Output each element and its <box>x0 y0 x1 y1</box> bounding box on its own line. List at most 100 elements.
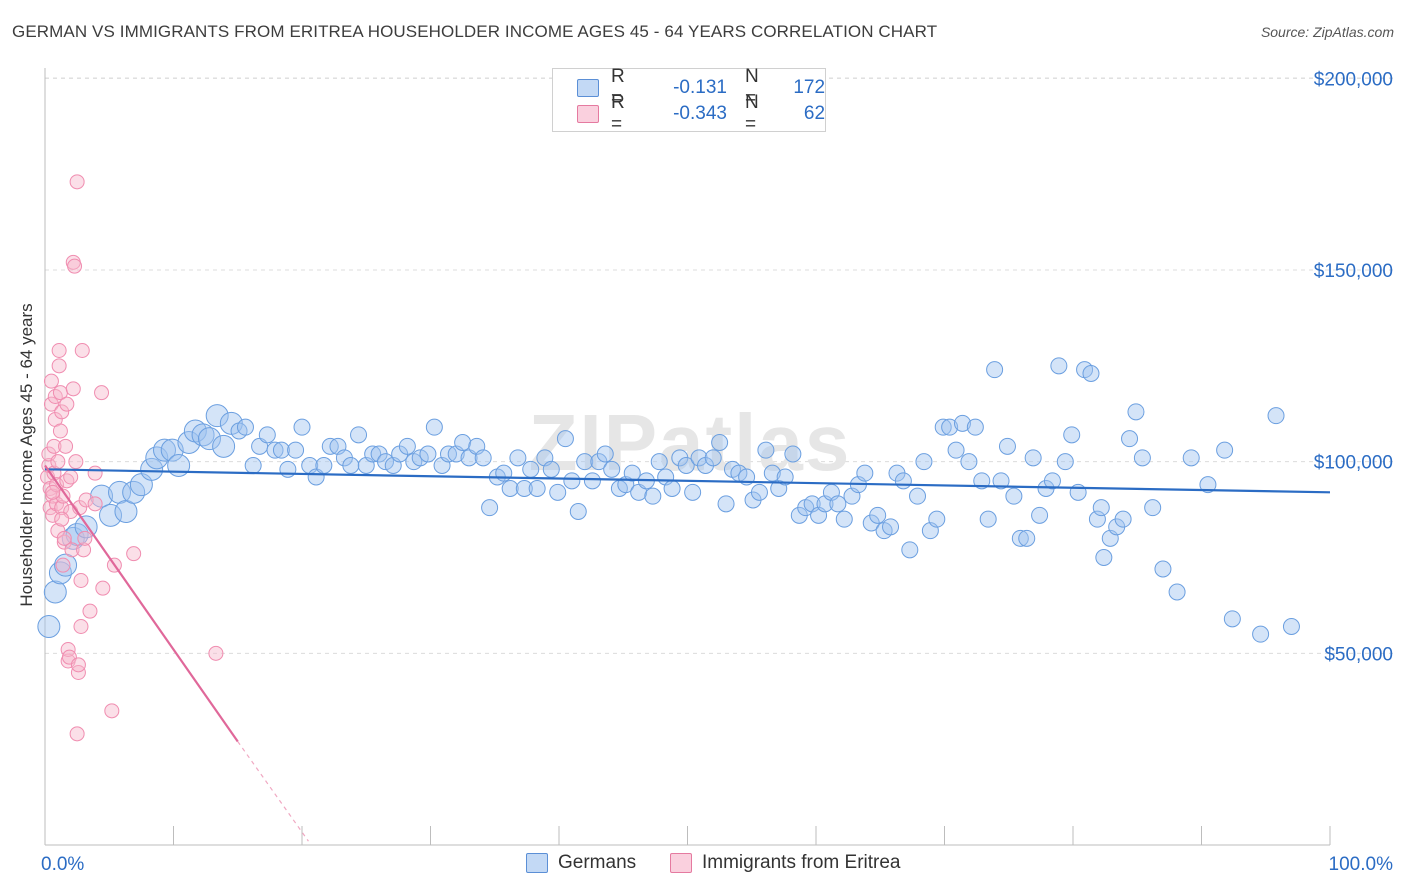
german-point <box>528 480 546 497</box>
eritrea-point <box>56 534 72 550</box>
german-point <box>966 418 984 436</box>
eritrea-point <box>69 174 85 190</box>
german-point <box>596 445 614 463</box>
german-point <box>495 464 513 482</box>
eritrea-point <box>43 373 59 389</box>
legend-n-value: 62 <box>803 103 826 124</box>
german-point <box>928 510 946 528</box>
eritrea-point <box>45 488 61 504</box>
german-point <box>869 506 887 524</box>
eritrea-point <box>59 396 75 412</box>
german-point <box>576 453 594 471</box>
german-point <box>272 441 290 459</box>
eritrea-point <box>47 389 63 404</box>
german-point <box>266 441 284 459</box>
eritrea-point <box>77 530 93 546</box>
german-point <box>1114 510 1132 528</box>
german-point <box>776 468 794 486</box>
german-point <box>1092 499 1110 517</box>
german-point <box>979 510 997 528</box>
german-point <box>556 430 574 448</box>
german-point <box>941 418 959 436</box>
eritrea-point <box>126 546 142 562</box>
german-point <box>197 427 221 451</box>
y-tick-labels: $50,000 $100,000 $150,000 $200,000 <box>1314 69 1393 665</box>
german-point <box>901 541 919 559</box>
german-point <box>1282 618 1300 635</box>
eritrea-point <box>51 358 67 374</box>
german-point <box>894 472 912 490</box>
german-point <box>258 426 276 444</box>
german-point <box>909 487 927 505</box>
legend-swatch-eritrea <box>670 853 692 873</box>
gridlines <box>45 77 1395 654</box>
german-point <box>474 449 492 467</box>
german-point <box>542 460 560 478</box>
german-point <box>1154 560 1172 578</box>
german-point <box>677 457 695 474</box>
eritrea-point <box>51 343 67 358</box>
x-tick-label-min: 0.0% <box>41 854 84 875</box>
eritrea-point <box>63 469 79 485</box>
german-point <box>644 487 662 505</box>
german-point <box>108 480 132 504</box>
watermark: ZIPatlas <box>529 398 852 487</box>
german-point <box>973 472 991 490</box>
german-point <box>425 418 443 436</box>
german-point <box>236 418 254 436</box>
correlation-legend: R = -0.131 N = 172 R = -0.343 N = 62 <box>552 66 826 135</box>
eritrea-point <box>78 492 94 508</box>
german-point <box>1252 625 1270 643</box>
legend-r-label: R = <box>610 66 625 109</box>
german-point <box>835 510 853 528</box>
eritrea-trend-line <box>44 464 239 743</box>
german-point <box>623 464 641 482</box>
eritrea-point <box>208 645 224 661</box>
german-point <box>1082 365 1100 382</box>
eritrea-point <box>74 343 90 358</box>
eritrea-point <box>68 454 84 470</box>
german-point <box>1223 610 1241 628</box>
german-point <box>454 434 472 451</box>
german-point <box>829 495 847 513</box>
german-point <box>509 449 527 467</box>
legend-swatch-germans <box>526 853 548 873</box>
eritrea-point <box>70 665 86 680</box>
german-point <box>140 457 164 481</box>
german-point <box>704 449 722 467</box>
series-legend: Germans Immigrants from Eritrea <box>0 852 1406 876</box>
legend-n-label: N = <box>744 66 759 109</box>
german-point <box>364 445 382 463</box>
german-point <box>1056 453 1074 471</box>
legend-swatch-germans <box>577 79 599 97</box>
x-tick-label-max: 100.0% <box>1329 854 1394 875</box>
german-point <box>481 499 499 517</box>
eritrea-point <box>87 496 103 512</box>
axes <box>44 68 1331 846</box>
trend-lines <box>44 464 1331 842</box>
y-tick-label: $150,000 <box>1314 261 1393 282</box>
eritrea-point <box>54 404 70 420</box>
german-point <box>603 460 621 478</box>
german-point <box>37 615 61 638</box>
eritrea-point <box>45 484 61 500</box>
eritrea-point <box>73 573 89 588</box>
german-point <box>986 361 1004 379</box>
source-label: Source: ZipAtlas.com <box>1260 24 1394 40</box>
german-point <box>583 472 601 490</box>
german-point <box>515 480 533 497</box>
german-point <box>1095 549 1113 566</box>
german-point <box>1005 487 1023 505</box>
german-point <box>205 404 229 428</box>
german-point <box>522 460 540 478</box>
legend-item-eritrea: Immigrants from Eritrea <box>670 852 900 874</box>
german-point <box>350 426 368 444</box>
legend-item-germans: Germans <box>526 852 636 874</box>
eritrea-point <box>95 580 111 596</box>
german-point <box>99 503 123 527</box>
eritrea-point <box>50 523 66 539</box>
german-point <box>992 472 1010 490</box>
german-point <box>953 414 971 432</box>
eritrea-point <box>60 642 76 657</box>
